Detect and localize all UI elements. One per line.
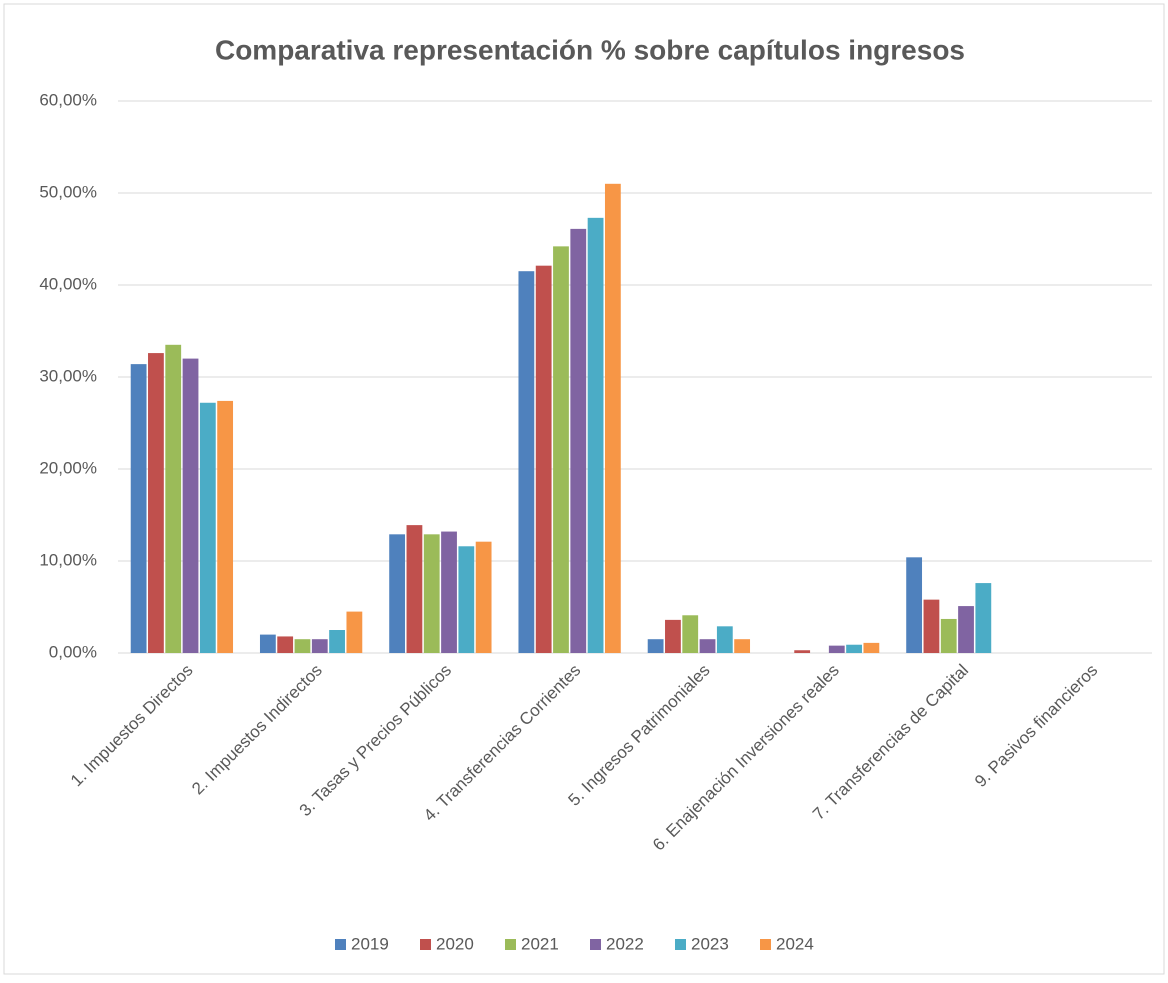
bar	[217, 400, 234, 653]
bar	[423, 534, 440, 653]
chart-title: Comparativa representación % sobre capít…	[215, 34, 965, 65]
bar	[311, 639, 328, 653]
legend-swatch	[760, 939, 771, 950]
bar	[846, 644, 862, 653]
y-tick-label: 0,00%	[49, 642, 97, 661]
bar	[570, 228, 587, 653]
bar	[165, 344, 182, 653]
bar	[277, 636, 294, 653]
legend-label: 2024	[776, 934, 814, 953]
bar	[794, 650, 811, 653]
bar	[863, 642, 880, 653]
bar	[182, 358, 199, 653]
bar	[535, 265, 552, 653]
bar	[329, 630, 345, 653]
bar	[294, 639, 311, 653]
bar	[148, 353, 164, 653]
bar	[199, 402, 216, 653]
y-tick-label: 50,00%	[39, 182, 97, 201]
bar	[665, 619, 681, 653]
y-tick-label: 30,00%	[39, 366, 97, 385]
y-tick-label: 40,00%	[39, 274, 97, 293]
bar	[553, 246, 569, 654]
bar	[734, 639, 751, 653]
bar	[716, 626, 733, 653]
bar	[130, 364, 147, 653]
legend-label: 2019	[351, 934, 389, 953]
bar	[518, 271, 535, 653]
y-tick-label: 60,00%	[39, 90, 97, 109]
bar	[587, 217, 604, 653]
legend-swatch	[420, 939, 431, 950]
y-tick-label: 10,00%	[39, 550, 97, 569]
legend-swatch	[590, 939, 601, 950]
bar	[682, 615, 699, 653]
bar	[475, 541, 492, 653]
bar	[958, 606, 974, 653]
bar	[458, 546, 475, 653]
bar	[923, 599, 940, 653]
y-tick-label: 20,00%	[39, 458, 97, 477]
bar	[647, 639, 664, 653]
legend-swatch	[335, 939, 346, 950]
legend-label: 2023	[691, 934, 729, 953]
legend-label: 2020	[436, 934, 474, 953]
bar	[346, 611, 363, 653]
legend-swatch	[675, 939, 686, 950]
bar	[975, 583, 992, 653]
bar	[828, 645, 845, 653]
bar	[604, 183, 621, 654]
bar	[699, 639, 716, 653]
bar	[389, 534, 406, 653]
bar	[406, 525, 423, 653]
bar	[940, 618, 957, 653]
bar	[259, 634, 276, 653]
bar	[906, 557, 923, 653]
bar	[441, 531, 457, 653]
legend-label: 2021	[521, 934, 559, 953]
legend-label: 2022	[606, 934, 644, 953]
legend-swatch	[505, 939, 516, 950]
